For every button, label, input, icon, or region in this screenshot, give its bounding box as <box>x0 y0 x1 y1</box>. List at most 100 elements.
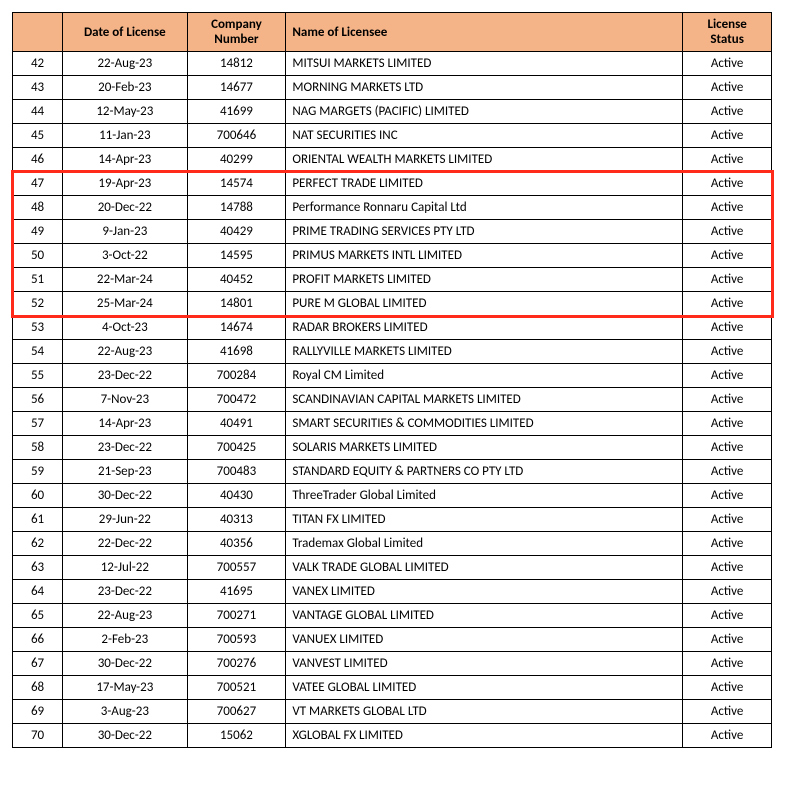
cell-status: Active <box>683 292 772 316</box>
table-row: 499-Jan-2340429PRIME TRADING SERVICES PT… <box>13 220 772 244</box>
cell-index: 45 <box>13 124 63 148</box>
cell-company-number: 14801 <box>187 292 286 316</box>
cell-date: 22-Dec-22 <box>63 532 187 556</box>
cell-date: 22-Aug-23 <box>63 604 187 628</box>
cell-status: Active <box>683 220 772 244</box>
cell-company-number: 40430 <box>187 484 286 508</box>
cell-date: 30-Dec-22 <box>63 652 187 676</box>
cell-status: Active <box>683 76 772 100</box>
cell-date: 17-May-23 <box>63 676 187 700</box>
cell-company-number: 700284 <box>187 364 286 388</box>
cell-company-number: 700593 <box>187 628 286 652</box>
table-row: 6730-Dec-22700276VANVEST LIMITEDActive <box>13 652 772 676</box>
cell-company-number: 14788 <box>187 196 286 220</box>
cell-index: 48 <box>13 196 63 220</box>
cell-date: 29-Jun-22 <box>63 508 187 532</box>
cell-date: 22-Aug-23 <box>63 52 187 76</box>
cell-index: 53 <box>13 316 63 340</box>
cell-date: 22-Mar-24 <box>63 268 187 292</box>
cell-company-number: 700276 <box>187 652 286 676</box>
cell-company-number: 700271 <box>187 604 286 628</box>
col-header-status: License Status <box>683 13 772 52</box>
cell-licensee-name: XGLOBAL FX LIMITED <box>286 724 683 748</box>
cell-index: 49 <box>13 220 63 244</box>
cell-date: 20-Feb-23 <box>63 76 187 100</box>
license-table: Date of License Company Number Name of L… <box>12 12 772 748</box>
table-row: 6423-Dec-2241695VANEX LIMITEDActive <box>13 580 772 604</box>
cell-index: 66 <box>13 628 63 652</box>
cell-company-number: 14677 <box>187 76 286 100</box>
cell-date: 20-Dec-22 <box>63 196 187 220</box>
cell-licensee-name: SCANDINAVIAN CAPITAL MARKETS LIMITED <box>286 388 683 412</box>
cell-status: Active <box>683 604 772 628</box>
col-header-date: Date of License <box>63 13 187 52</box>
table-row: 693-Aug-23700627VT MARKETS GLOBAL LTDAct… <box>13 700 772 724</box>
cell-licensee-name: ORIENTAL WEALTH MARKETS LIMITED <box>286 148 683 172</box>
cell-company-number: 40313 <box>187 508 286 532</box>
cell-company-number: 41698 <box>187 340 286 364</box>
cell-date: 12-Jul-22 <box>63 556 187 580</box>
cell-licensee-name: SOLARIS MARKETS LIMITED <box>286 436 683 460</box>
cell-index: 46 <box>13 148 63 172</box>
col-header-company-number: Company Number <box>187 13 286 52</box>
cell-index: 65 <box>13 604 63 628</box>
cell-index: 60 <box>13 484 63 508</box>
table-row: 6522-Aug-23700271VANTAGE GLOBAL LIMITEDA… <box>13 604 772 628</box>
cell-licensee-name: PURE M GLOBAL LIMITED <box>286 292 683 316</box>
cell-status: Active <box>683 268 772 292</box>
cell-company-number: 40429 <box>187 220 286 244</box>
cell-licensee-name: VANUEX LIMITED <box>286 628 683 652</box>
cell-status: Active <box>683 700 772 724</box>
cell-company-number: 40491 <box>187 412 286 436</box>
cell-licensee-name: STANDARD EQUITY & PARTNERS CO PTY LTD <box>286 460 683 484</box>
cell-status: Active <box>683 628 772 652</box>
cell-index: 63 <box>13 556 63 580</box>
cell-index: 69 <box>13 700 63 724</box>
cell-date: 23-Dec-22 <box>63 364 187 388</box>
cell-status: Active <box>683 172 772 196</box>
cell-licensee-name: RALLYVILLE MARKETS LIMITED <box>286 340 683 364</box>
cell-index: 52 <box>13 292 63 316</box>
cell-company-number: 40299 <box>187 148 286 172</box>
cell-index: 50 <box>13 244 63 268</box>
table-row: 5714-Apr-2340491SMART SECURITIES & COMMO… <box>13 412 772 436</box>
table-row: 4614-Apr-2340299ORIENTAL WEALTH MARKETS … <box>13 148 772 172</box>
cell-date: 14-Apr-23 <box>63 412 187 436</box>
cell-company-number: 41695 <box>187 580 286 604</box>
cell-status: Active <box>683 508 772 532</box>
cell-status: Active <box>683 652 772 676</box>
cell-licensee-name: PRIME TRADING SERVICES PTY LTD <box>286 220 683 244</box>
cell-date: 3-Aug-23 <box>63 700 187 724</box>
cell-status: Active <box>683 124 772 148</box>
table-row: 5122-Mar-2440452PROFIT MARKETS LIMITEDAc… <box>13 268 772 292</box>
cell-status: Active <box>683 484 772 508</box>
cell-date: 11-Jan-23 <box>63 124 187 148</box>
table-row: 4320-Feb-2314677MORNING MARKETS LTDActiv… <box>13 76 772 100</box>
table-wrapper: Date of License Company Number Name of L… <box>12 12 772 748</box>
table-row: 567-Nov-23700472SCANDINAVIAN CAPITAL MAR… <box>13 388 772 412</box>
cell-licensee-name: VALK TRADE GLOBAL LIMITED <box>286 556 683 580</box>
cell-status: Active <box>683 196 772 220</box>
cell-date: 23-Dec-22 <box>63 436 187 460</box>
cell-index: 44 <box>13 100 63 124</box>
cell-index: 67 <box>13 652 63 676</box>
table-row: 5422-Aug-2341698RALLYVILLE MARKETS LIMIT… <box>13 340 772 364</box>
cell-index: 54 <box>13 340 63 364</box>
cell-licensee-name: PROFIT MARKETS LIMITED <box>286 268 683 292</box>
cell-company-number: 700646 <box>187 124 286 148</box>
cell-licensee-name: Performance Ronnaru Capital Ltd <box>286 196 683 220</box>
cell-status: Active <box>683 556 772 580</box>
cell-date: 25-Mar-24 <box>63 292 187 316</box>
cell-status: Active <box>683 340 772 364</box>
cell-company-number: 14574 <box>187 172 286 196</box>
cell-licensee-name: SMART SECURITIES & COMMODITIES LIMITED <box>286 412 683 436</box>
cell-status: Active <box>683 100 772 124</box>
cell-licensee-name: MITSUI MARKETS LIMITED <box>286 52 683 76</box>
cell-company-number: 14812 <box>187 52 286 76</box>
col-header-name: Name of Licensee <box>286 13 683 52</box>
cell-company-number: 41699 <box>187 100 286 124</box>
table-row: 534-Oct-2314674RADAR BROKERS LIMITEDActi… <box>13 316 772 340</box>
cell-date: 30-Dec-22 <box>63 724 187 748</box>
cell-status: Active <box>683 436 772 460</box>
cell-index: 64 <box>13 580 63 604</box>
